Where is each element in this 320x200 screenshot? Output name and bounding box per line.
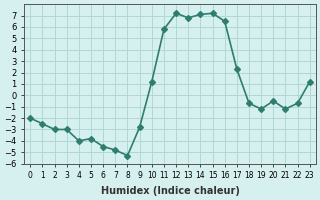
X-axis label: Humidex (Indice chaleur): Humidex (Indice chaleur) (100, 186, 239, 196)
